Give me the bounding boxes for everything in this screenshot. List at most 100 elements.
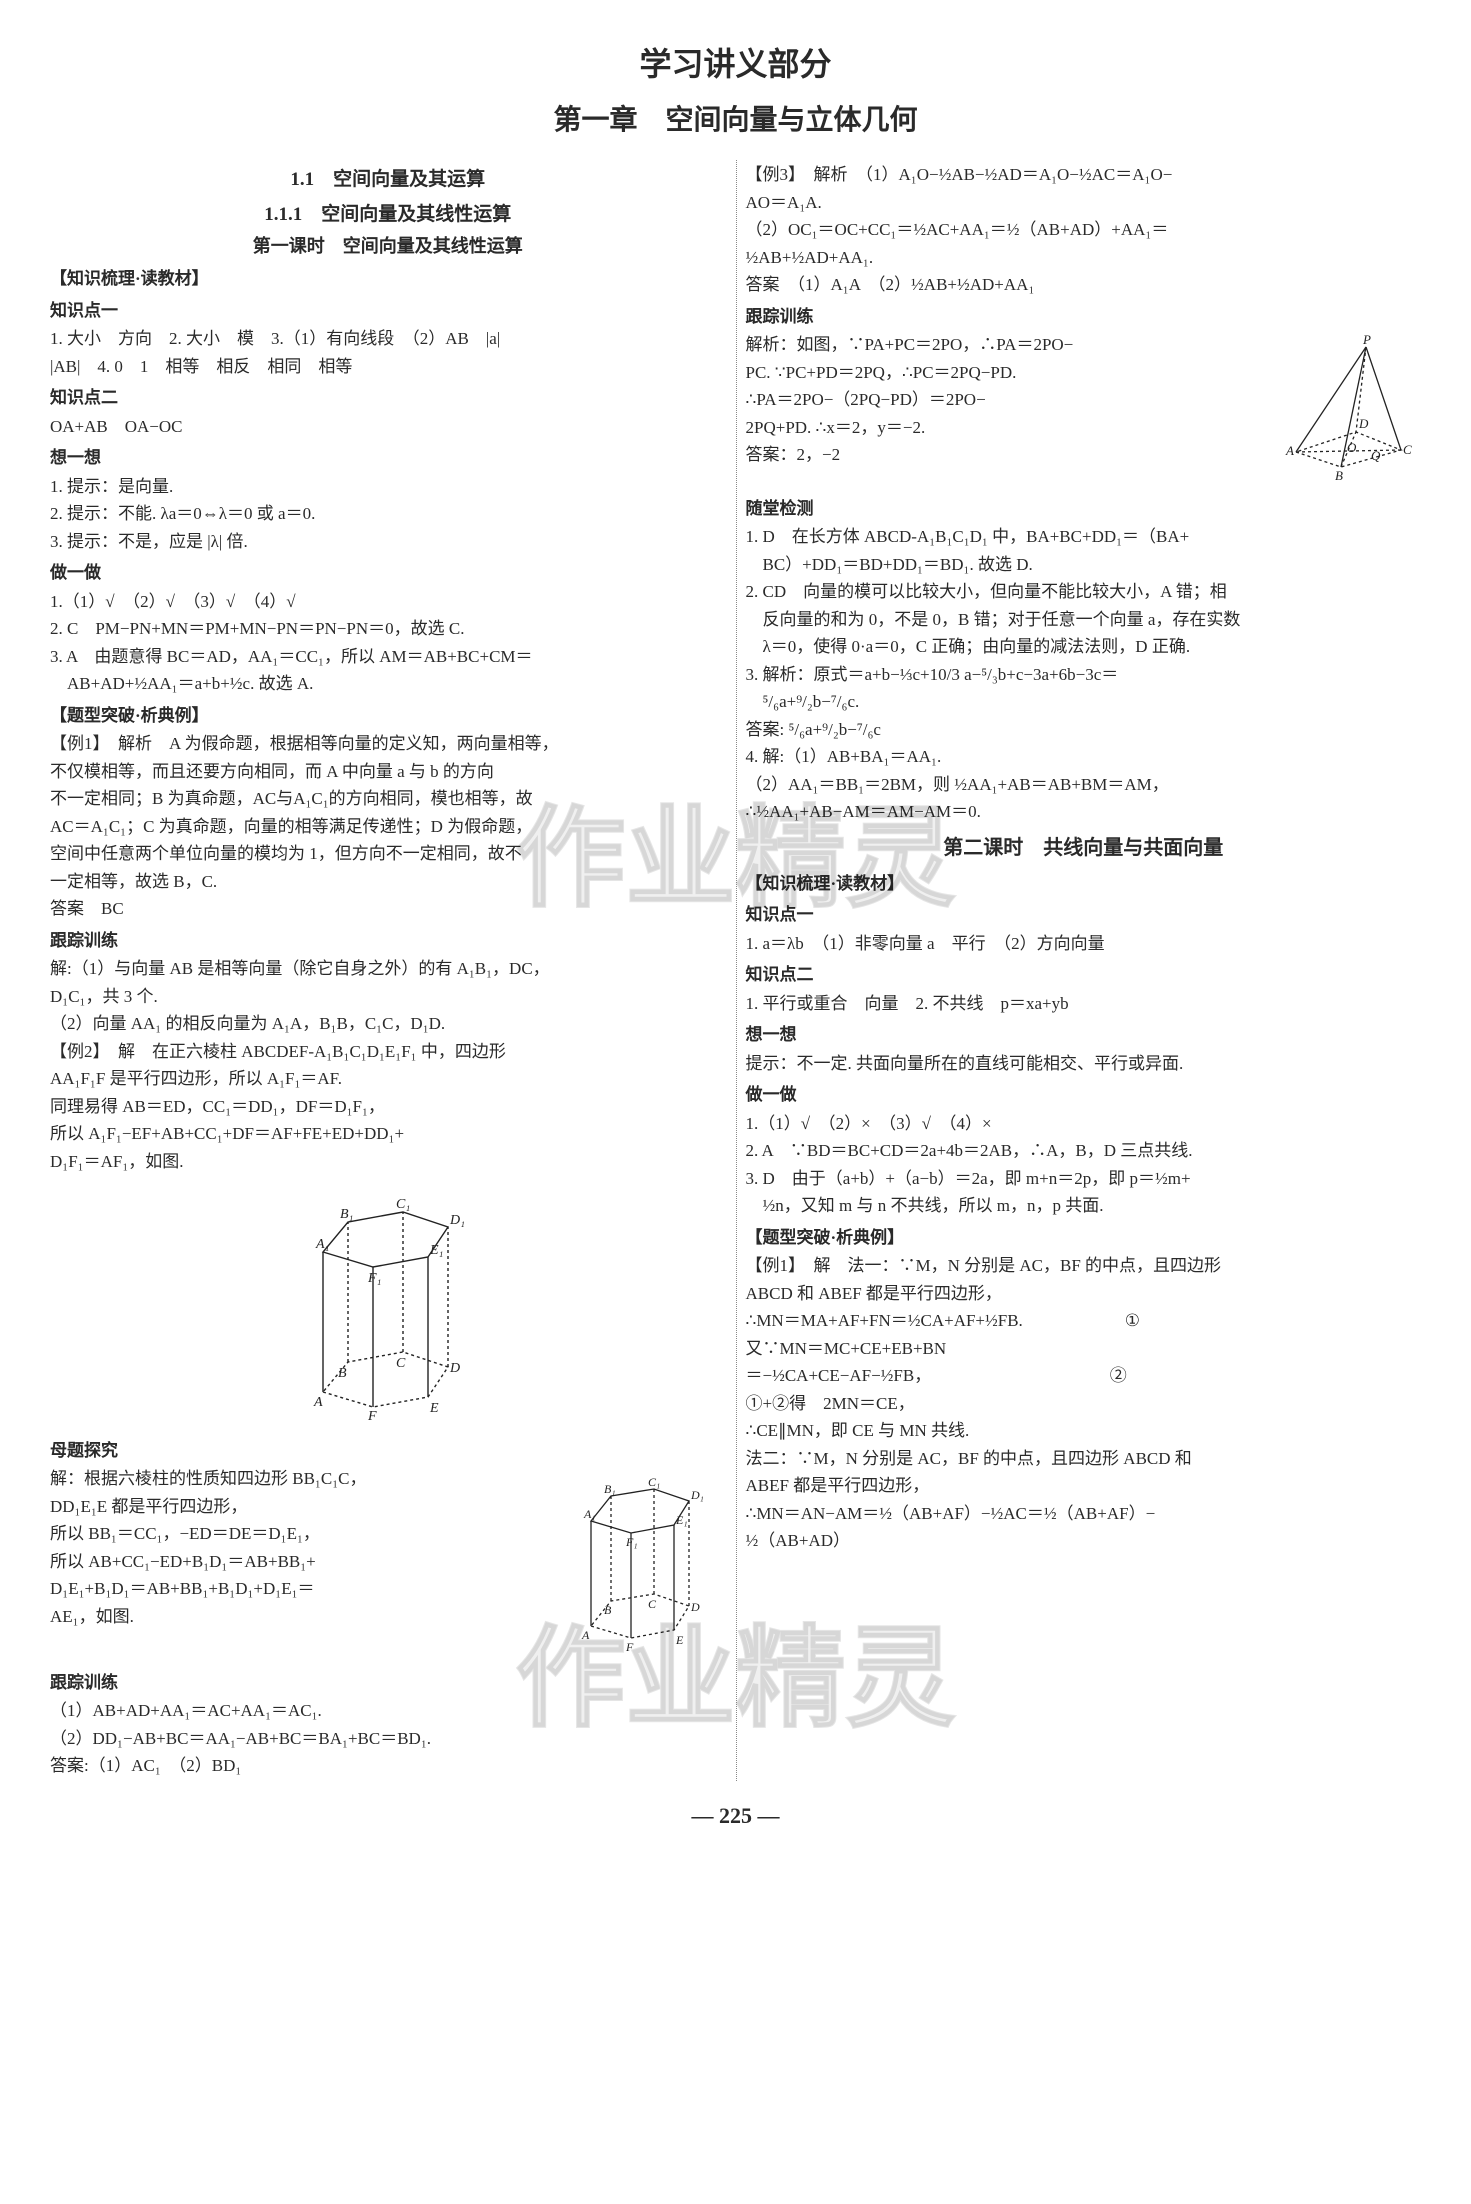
zsd2-line-right: 1. 平行或重合 向量 2. 不共线 p＝xa+yb (746, 991, 1422, 1017)
li2-l3: 所以 A₁F₁−EF+AB+CC₁+DF＝AF+FE+ED+DD₁+ (50, 1121, 726, 1147)
svg-text:D₁: D₁ (690, 1488, 704, 1502)
svg-text:D: D (690, 1600, 700, 1614)
zsd2-title-left: 知识点二 (50, 385, 726, 411)
zyz-title-left: 做一做 (50, 560, 726, 586)
sdtc-l1: 1. D 在长方体 ABCD-A₁B₁C₁D₁ 中，BA+BC+DD₁＝（BA+ (746, 524, 1422, 550)
r-li1-l3: 又∵MN＝MC+CE+EB+BN (746, 1336, 1422, 1362)
r-li1-l10: ½（AB+AD） (746, 1528, 1422, 1554)
svg-text:D: D (449, 1361, 460, 1376)
li1-l4: 空间中任意两个单位向量的模均为 1，但方向不一定相同，故不 (50, 841, 726, 867)
sdtc-l4c: ∴½AA₁+AB−AM＝AM−AM＝0. (746, 799, 1422, 825)
zsd1-line-right: 1. a＝λb （1）非零向量 a 平行 （2）方向向量 (746, 931, 1422, 957)
li2-l0: 【例2】 解 在正六棱柱 ABCDEF-A₁B₁C₁D₁E₁F₁ 中，四边形 (50, 1039, 726, 1065)
li3-l3: ½AB+½AD+AA₁. (746, 245, 1422, 271)
r-li1-l5: ①+②得 2MN＝CE， (746, 1391, 1422, 1417)
left-column: 1.1 空间向量及其运算 1.1.1 空间向量及其线性运算 第一课时 空间向量及… (50, 160, 726, 1781)
txtp-title-left: 【题型突破·析典例】 (50, 703, 726, 729)
svg-text:A: A (313, 1395, 323, 1410)
svg-text:F: F (367, 1409, 377, 1422)
zyz-l2-right: 2. A ∵BD＝BC+CD＝2a+4b＝2AB，∴A，B，D 三点共线. (746, 1138, 1422, 1164)
gzxl2-title-left: 跟踪训练 (50, 1670, 726, 1696)
zyz-l2-left: 2. C PM−PN+MN＝PM+MN−PN＝PN−PN＝0，故选 C. (50, 616, 726, 642)
gzxl2-l2: （2）DD₁−AB+BC＝AA₁−AB+BC＝BA₁+BC＝BD₁. (50, 1726, 726, 1752)
two-column-body: 作业精灵 作业精灵 1.1 空间向量及其运算 1.1.1 空间向量及其线性运算 … (50, 160, 1421, 1781)
li3-ans: 答案 （1）A₁A （2）½AB+½AD+AA₁ (746, 272, 1422, 298)
sdtc-l2c: λ＝0，使得 0·a＝0，C 正确；由向量的减法法则，D 正确. (746, 634, 1422, 660)
txtp-title-right: 【题型突破·析典例】 (746, 1225, 1422, 1251)
svg-text:P: P (1362, 332, 1371, 347)
lesson-2-title: 第二课时 共线向量与共面向量 (746, 833, 1422, 863)
svg-text:A₁: A₁ (583, 1507, 596, 1521)
svg-text:D₁: D₁ (449, 1213, 465, 1228)
svg-text:A₁: A₁ (315, 1237, 329, 1252)
page-number: — 225 — (50, 1799, 1421, 1832)
svg-text:F₁: F₁ (625, 1535, 638, 1549)
zyz-title-right: 做一做 (746, 1082, 1422, 1108)
svg-text:A: A (1285, 443, 1294, 458)
zsd1-title-left: 知识点一 (50, 298, 726, 324)
svg-text:C₁: C₁ (396, 1197, 410, 1212)
sdtc-l3b: ⁵/₆a+⁹/₂b−⁷/₆c. (746, 689, 1422, 715)
gzxl-title-left: 跟踪训练 (50, 928, 726, 954)
li3-l1: AO＝A₁A. (746, 190, 1422, 216)
svg-text:Q: Q (1371, 448, 1381, 463)
right-column: 【例3】 解析 （1）A₁O−½AB−½AD＝A₁O−½AC＝A₁O− AO＝A… (746, 160, 1422, 1781)
zyz-l3-right: 3. D 由于（a+b）+（a−b）＝2a，即 m+n＝2p，即 p＝½m+ (746, 1166, 1422, 1192)
li2-l4: D₁F₁＝AF₁，如图. (50, 1149, 726, 1175)
title-main: 学习讲义部分 (50, 40, 1421, 88)
xyx-line-right: 提示：不一定. 共面向量所在的直线可能相交、平行或异面. (746, 1051, 1422, 1077)
xyx-title-right: 想一想 (746, 1022, 1422, 1048)
sdtc-l3: 3. 解析：原式＝a+b−⅓c+10/3 a−⁵/₃b+c−3a+6b−3c＝ (746, 662, 1422, 688)
svg-text:B₁: B₁ (604, 1482, 616, 1496)
r-li1-l2: ∴MN＝MA+AF+FN＝½CA+AF+½FB. ① (746, 1308, 1422, 1334)
li3-l0: 【例3】 解析 （1）A₁O−½AB−½AD＝A₁O−½AC＝A₁O− (746, 162, 1422, 188)
xyx-l1: 1. 提示：是向量. (50, 474, 726, 500)
zyz-l4-left: AB+AD+½AA₁＝a+b+½c. 故选 A. (50, 671, 726, 697)
section-1-1-1: 1.1.1 空间向量及其线性运算 (50, 201, 726, 230)
sdtc-l2: 2. CD 向量的模可以比较大小，但向量不能比较大小，A 错；相 (746, 579, 1422, 605)
r-li1-l1: ABCD 和 ABEF 都是平行四边形， (746, 1281, 1422, 1307)
zyz-l1-left: 1.（1）√ （2）√ （3）√ （4）√ (50, 589, 726, 615)
zsd2-title-right: 知识点二 (746, 962, 1422, 988)
gzxl-l3-left: （2）向量 AA₁ 的相反向量为 A₁A，B₁B，C₁C，D₁D. (50, 1011, 726, 1037)
zsgl-head-right: 【知识梳理·读教材】 (746, 871, 1422, 897)
mttj-title: 母题探究 (50, 1438, 726, 1464)
li1-l3: AC＝A₁C₁；C 为真命题，向量的相等满足传递性；D 为假命题， (50, 814, 726, 840)
gzxl-l2-left: D₁C₁，共 3 个. (50, 984, 726, 1010)
li1-l1: 不仅模相等，而且还要方向相同，而 A 中向量 a 与 b 的方向 (50, 759, 726, 785)
sdtc-title: 随堂检测 (746, 496, 1422, 522)
svg-text:F: F (625, 1640, 634, 1654)
svg-text:O: O (1347, 440, 1357, 455)
gzxl2-l1: （1）AB+AD+AA₁＝AC+AA₁＝AC₁. (50, 1698, 726, 1724)
svg-text:C: C (648, 1597, 657, 1611)
zsd1-title-right: 知识点一 (746, 902, 1422, 928)
svg-text:B: B (338, 1366, 347, 1381)
svg-text:E₁: E₁ (429, 1243, 443, 1258)
li2-l1: AA₁F₁F 是平行四边形，所以 A₁F₁＝AF. (50, 1066, 726, 1092)
zsd1-l2: |AB| 4. 0 1 相等 相反 相同 相等 (50, 354, 726, 380)
svg-text:D: D (1358, 416, 1369, 431)
sdtc-l4b: （2）AA₁＝BB₁＝2BM，则 ½AA₁+AB＝AB+BM＝AM， (746, 772, 1422, 798)
zsd1-l1: 1. 大小 方向 2. 大小 模 3.（1）有向线段 （2）AB |a| (50, 326, 726, 352)
zyz-l3b-right: ½n，又知 m 与 n 不共线，所以 m，n，p 共面. (746, 1193, 1422, 1219)
r-li1-l9: ∴MN＝AN−AM＝½（AB+AF）−½AC＝½（AB+AF）− (746, 1501, 1422, 1527)
zsgl-head-left: 【知识梳理·读教材】 (50, 266, 726, 292)
svg-text:E₁: E₁ (675, 1513, 688, 1527)
svg-text:E: E (675, 1633, 684, 1647)
svg-text:B₁: B₁ (340, 1207, 353, 1222)
sdtc-l3ans: 答案: ⁵/₆a+⁹/₂b−⁷/₆c (746, 717, 1422, 743)
li2-l2: 同理易得 AB＝ED，CC₁＝DD₁，DF＝D₁F₁， (50, 1094, 726, 1120)
lesson-1-title: 第一课时 空间向量及其线性运算 (50, 233, 726, 260)
section-1-1: 1.1 空间向量及其运算 (50, 166, 726, 195)
svg-text:A: A (581, 1628, 590, 1642)
li1-ans: 答案 BC (50, 896, 726, 922)
gzxl-title-right: 跟踪训练 (746, 304, 1422, 330)
svg-text:E: E (429, 1401, 439, 1416)
svg-text:F₁: F₁ (367, 1271, 381, 1286)
zyz-l3-left: 3. A 由题意得 BC＝AD，AA₁＝CC₁，所以 AM＝AB+BC+CM＝ (50, 644, 726, 670)
xyx-title-left: 想一想 (50, 445, 726, 471)
xyx-l2: 2. 提示：不能. λa＝0⇔λ＝0 或 a＝0. (50, 501, 726, 527)
li1-l0: 【例1】 解析 A 为假命题，根据相等向量的定义知，两向量相等， (50, 731, 726, 757)
title-chapter: 第一章 空间向量与立体几何 (50, 100, 1421, 142)
hexprism-figure-2: A₁B₁C₁ D₁E₁F₁ ABC DEF (556, 1466, 726, 1664)
